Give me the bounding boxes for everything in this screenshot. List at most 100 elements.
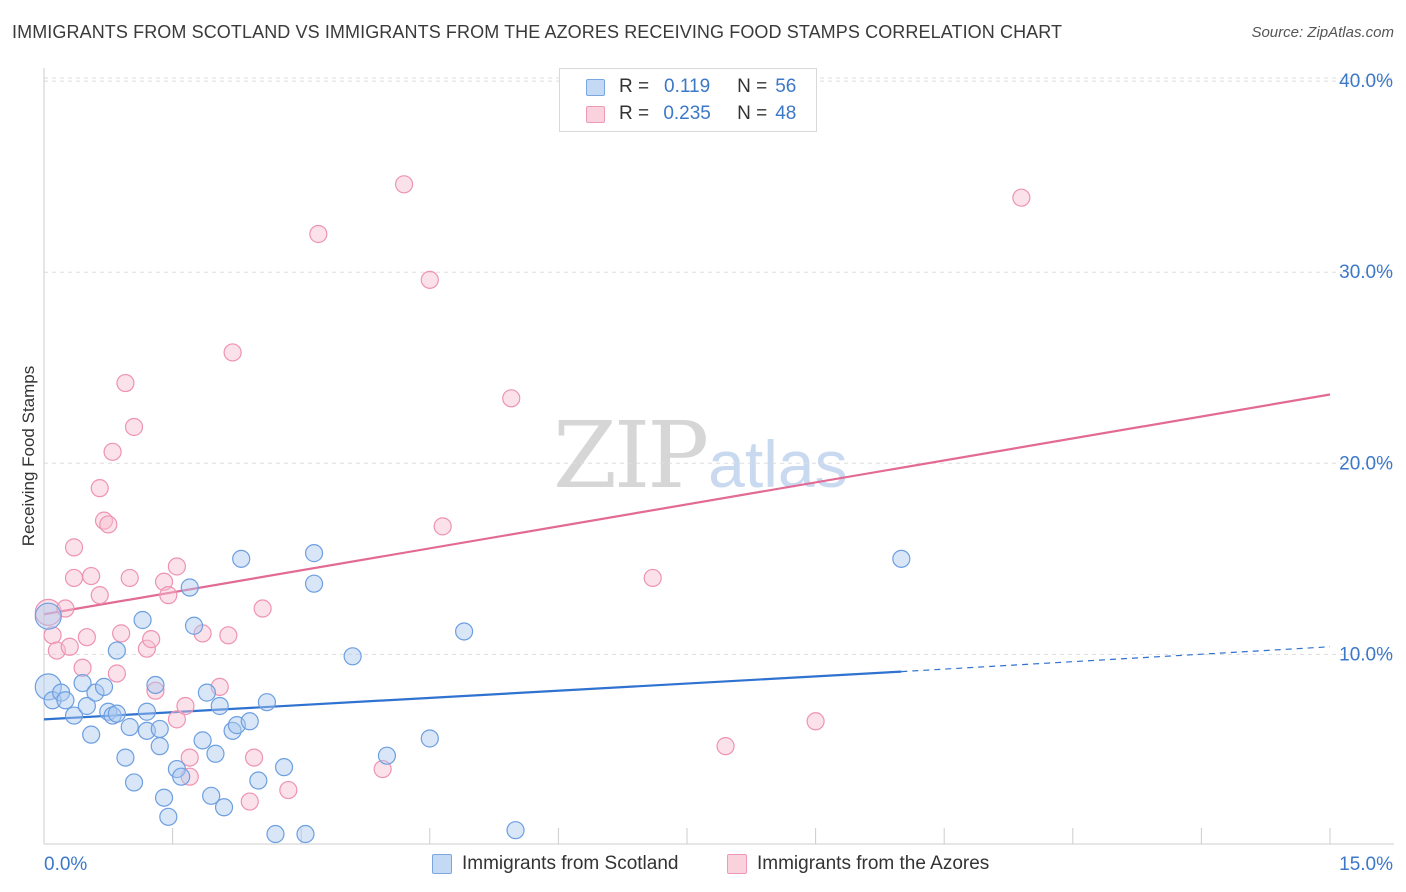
- azores-point: [60, 637, 79, 656]
- scotland-point: [34, 673, 62, 701]
- azores-point: [146, 681, 165, 700]
- azores-point: [716, 737, 735, 756]
- azores-point: [240, 792, 259, 811]
- azores-point: [1012, 188, 1031, 207]
- bottom-legend-swatch-blue: [432, 854, 452, 874]
- azores-point: [90, 479, 109, 498]
- scotland-point: [214, 798, 234, 817]
- scotland-point: [34, 602, 62, 630]
- azores-point: [309, 224, 328, 244]
- scotland-point: [172, 767, 191, 786]
- scotland-point: [124, 773, 144, 792]
- scotland-point: [206, 744, 225, 763]
- scotland-point: [232, 549, 251, 568]
- azores-point: [279, 780, 298, 800]
- x-tick-label-max: 15.0%: [1339, 854, 1393, 875]
- scotland-point: [249, 771, 268, 790]
- azores-point: [159, 586, 178, 605]
- scotland-point: [94, 677, 114, 696]
- scotland-point: [73, 673, 92, 693]
- scotland-point: [133, 610, 152, 630]
- legend-n-label: N =: [737, 103, 768, 124]
- azores-point: [82, 566, 101, 586]
- scotland-point: [150, 737, 169, 756]
- scotland-point: [120, 717, 139, 737]
- trend-lines: [43, 393, 1331, 721]
- azores-point: [90, 586, 109, 605]
- scotland-point: [304, 544, 324, 563]
- legend-swatch-blue: [586, 78, 605, 96]
- azores-point: [112, 624, 131, 643]
- bottom-legend-label: Immigrants from Scotland: [462, 853, 679, 874]
- azores-point: [167, 557, 186, 576]
- scotland-point: [304, 574, 324, 593]
- scotland-point: [296, 824, 315, 844]
- azores-point: [103, 442, 122, 461]
- azores-point: [107, 664, 126, 683]
- scotland-point: [150, 719, 169, 739]
- data-points: [34, 175, 1031, 844]
- scotland-point: [377, 746, 397, 765]
- azores-trend-line: [43, 393, 1331, 616]
- azores-point: [643, 568, 662, 588]
- scotland-point: [64, 706, 84, 725]
- scotland-point: [56, 691, 75, 710]
- scotland-point: [159, 807, 178, 826]
- tick-labels: 10.0% 20.0% 30.0% 40.0% 0.0% 15.0%: [44, 71, 1393, 875]
- scotland-trend-line: [43, 670, 902, 721]
- azores-point: [142, 630, 161, 649]
- y-tick-label: 20.0%: [1339, 453, 1393, 474]
- scotland-point: [210, 696, 229, 716]
- azores-point: [167, 710, 186, 729]
- scotland-point: [184, 616, 204, 635]
- azores-point: [116, 373, 135, 393]
- azores-point: [120, 568, 139, 588]
- scotland-point: [202, 786, 221, 805]
- bottom-legend-scotland: Immigrants from Scotland: [432, 852, 678, 876]
- legend-n-value: 48: [775, 103, 797, 124]
- azores-point: [373, 759, 392, 779]
- azores-point: [433, 517, 452, 536]
- chart-title: IMMIGRANTS FROM SCOTLAND VS IMMIGRANTS F…: [12, 22, 1063, 42]
- azores-point: [253, 599, 272, 618]
- source-credit: Source: ZipAtlas.com: [1251, 24, 1394, 41]
- scotland-point: [116, 748, 135, 767]
- y-tick-label: 30.0%: [1339, 262, 1393, 283]
- azores-point: [394, 175, 414, 194]
- scotland-point: [82, 725, 101, 744]
- y-tick-label: 40.0%: [1339, 71, 1393, 92]
- legend-r-label: R =: [619, 76, 650, 97]
- legend-n-label: N =: [737, 76, 768, 97]
- legend-swatch-pink: [586, 105, 605, 123]
- scotland-point: [257, 693, 277, 712]
- azores-point: [64, 538, 84, 557]
- correlation-legend: R = 0.119 N = 56 R = 0.235 N = 48: [559, 68, 817, 132]
- azores-point: [137, 639, 156, 658]
- scotland-point: [240, 712, 259, 731]
- scotland-point: [506, 821, 525, 840]
- scotland-point: [454, 622, 474, 641]
- legend-r-value: 0.235: [663, 103, 711, 124]
- scotland-point: [107, 704, 126, 723]
- azores-point: [64, 568, 84, 588]
- azores-point: [420, 270, 439, 289]
- scotland-point: [197, 683, 216, 702]
- azores-point: [124, 417, 144, 437]
- azores-point: [180, 748, 199, 767]
- azores-point: [73, 658, 92, 677]
- legend-row-scotland: R = 0.119 N = 56: [586, 76, 796, 98]
- azores-point: [502, 389, 521, 408]
- scotland-trend-extension: [901, 646, 1331, 673]
- azores-point: [223, 343, 242, 362]
- scotland-point: [137, 702, 156, 721]
- bottom-legend-azores: Immigrants from the Azores: [727, 852, 989, 876]
- azores-point: [244, 748, 264, 767]
- y-tick-label: 10.0%: [1339, 644, 1393, 665]
- bottom-legend-label: Immigrants from the Azores: [757, 853, 990, 874]
- scotland-point: [154, 788, 174, 807]
- scotland-point: [420, 729, 439, 748]
- scotland-point: [892, 549, 911, 568]
- azores-point: [806, 712, 825, 731]
- scotland-point: [180, 578, 199, 597]
